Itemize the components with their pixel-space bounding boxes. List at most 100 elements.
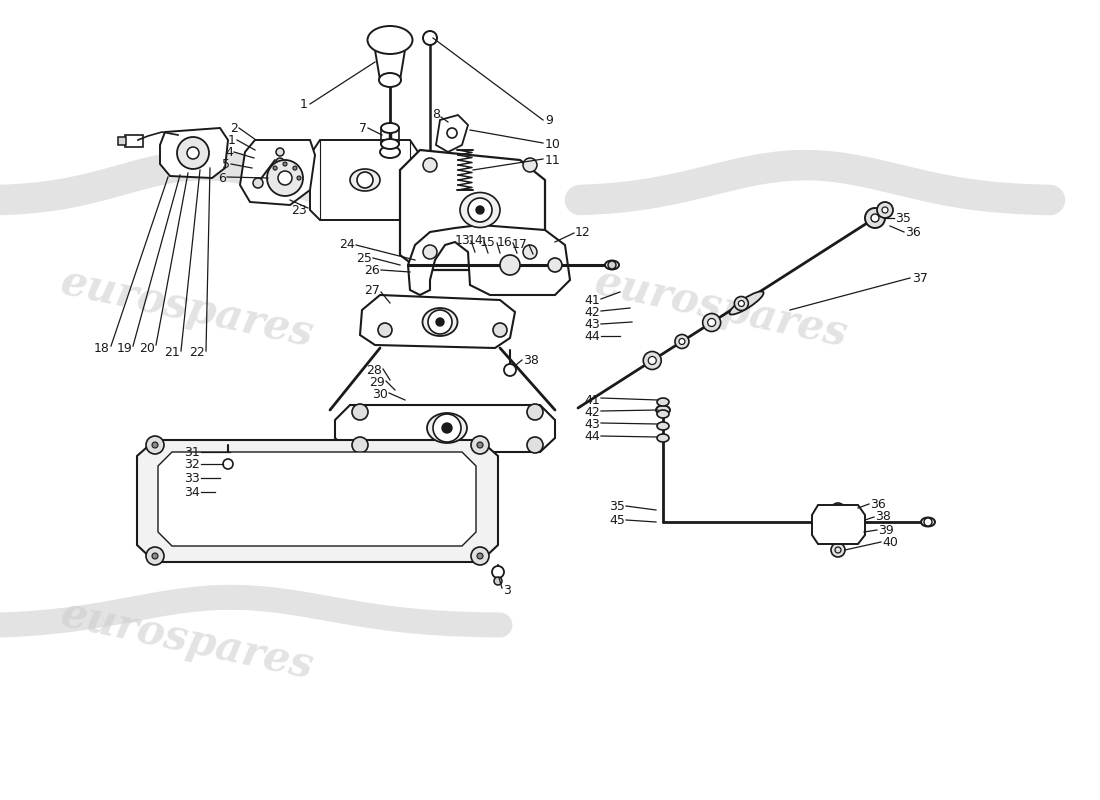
- Ellipse shape: [657, 434, 669, 442]
- Text: 36: 36: [905, 226, 921, 238]
- Circle shape: [675, 334, 689, 349]
- Circle shape: [152, 442, 158, 448]
- Circle shape: [276, 148, 284, 156]
- Ellipse shape: [379, 73, 401, 87]
- Circle shape: [424, 31, 437, 45]
- Circle shape: [433, 414, 461, 442]
- Text: 12: 12: [575, 226, 591, 238]
- Circle shape: [835, 519, 842, 525]
- Circle shape: [273, 166, 277, 170]
- Polygon shape: [160, 128, 228, 178]
- Ellipse shape: [381, 123, 399, 133]
- Circle shape: [267, 160, 303, 196]
- Ellipse shape: [605, 261, 619, 270]
- Circle shape: [548, 258, 562, 272]
- Circle shape: [278, 171, 292, 185]
- Text: 26: 26: [364, 263, 380, 277]
- Circle shape: [152, 553, 158, 559]
- Text: 20: 20: [139, 342, 155, 354]
- Text: 3: 3: [503, 583, 510, 597]
- Text: 21: 21: [164, 346, 180, 359]
- Circle shape: [703, 314, 720, 331]
- Circle shape: [608, 261, 616, 269]
- Text: 42: 42: [584, 406, 600, 418]
- Text: 34: 34: [185, 486, 200, 498]
- Text: 13: 13: [454, 234, 470, 246]
- Text: 37: 37: [912, 271, 928, 285]
- Circle shape: [436, 318, 444, 326]
- Ellipse shape: [379, 146, 400, 158]
- Circle shape: [352, 404, 368, 420]
- Text: 27: 27: [364, 283, 380, 297]
- Circle shape: [187, 147, 199, 159]
- Text: 19: 19: [117, 342, 132, 354]
- Circle shape: [865, 208, 886, 228]
- Text: 18: 18: [95, 342, 110, 354]
- Circle shape: [679, 338, 685, 345]
- Ellipse shape: [657, 422, 669, 430]
- Text: 44: 44: [584, 430, 600, 443]
- Text: 32: 32: [185, 458, 200, 470]
- Polygon shape: [138, 440, 498, 562]
- Text: 29: 29: [370, 375, 385, 389]
- Circle shape: [442, 423, 452, 433]
- Ellipse shape: [422, 308, 458, 336]
- Text: 45: 45: [609, 514, 625, 526]
- Circle shape: [223, 459, 233, 469]
- Circle shape: [146, 547, 164, 565]
- Circle shape: [177, 137, 209, 169]
- Text: 35: 35: [895, 211, 911, 225]
- Circle shape: [522, 158, 537, 172]
- Text: 24: 24: [339, 238, 355, 251]
- Circle shape: [493, 323, 507, 337]
- Text: 42: 42: [584, 306, 600, 318]
- Circle shape: [830, 514, 846, 530]
- Ellipse shape: [729, 291, 763, 314]
- Text: eurospares: eurospares: [56, 593, 318, 687]
- Circle shape: [477, 442, 483, 448]
- Circle shape: [477, 553, 483, 559]
- Text: 23: 23: [292, 203, 307, 217]
- Text: 1: 1: [300, 98, 308, 110]
- Circle shape: [830, 543, 845, 557]
- Circle shape: [830, 503, 845, 517]
- Circle shape: [447, 128, 456, 138]
- Polygon shape: [812, 505, 865, 544]
- Polygon shape: [158, 452, 476, 546]
- Circle shape: [871, 214, 879, 222]
- Circle shape: [358, 172, 373, 188]
- Circle shape: [735, 297, 748, 310]
- Ellipse shape: [381, 139, 399, 149]
- Ellipse shape: [921, 518, 935, 526]
- Circle shape: [471, 436, 490, 454]
- Circle shape: [924, 518, 932, 526]
- Text: 41: 41: [584, 394, 600, 406]
- Circle shape: [500, 255, 520, 275]
- Circle shape: [492, 566, 504, 578]
- Text: 4: 4: [226, 146, 233, 158]
- Circle shape: [504, 364, 516, 376]
- Circle shape: [522, 245, 537, 259]
- Circle shape: [424, 158, 437, 172]
- Ellipse shape: [350, 169, 380, 191]
- Circle shape: [527, 404, 543, 420]
- Circle shape: [378, 323, 392, 337]
- Text: 16: 16: [496, 235, 512, 249]
- Ellipse shape: [427, 413, 468, 443]
- Circle shape: [877, 202, 893, 218]
- Circle shape: [830, 527, 845, 541]
- Text: 43: 43: [584, 318, 600, 331]
- Ellipse shape: [657, 398, 669, 406]
- Text: 40: 40: [882, 537, 898, 550]
- Text: 33: 33: [185, 471, 200, 485]
- Text: 9: 9: [544, 114, 553, 126]
- Text: 36: 36: [870, 498, 886, 510]
- Text: 15: 15: [480, 235, 496, 249]
- Circle shape: [648, 357, 657, 365]
- Circle shape: [644, 351, 661, 370]
- Text: 22: 22: [189, 346, 205, 359]
- Circle shape: [468, 198, 492, 222]
- Text: 30: 30: [372, 387, 388, 401]
- Text: 7: 7: [359, 122, 367, 134]
- Polygon shape: [360, 295, 515, 348]
